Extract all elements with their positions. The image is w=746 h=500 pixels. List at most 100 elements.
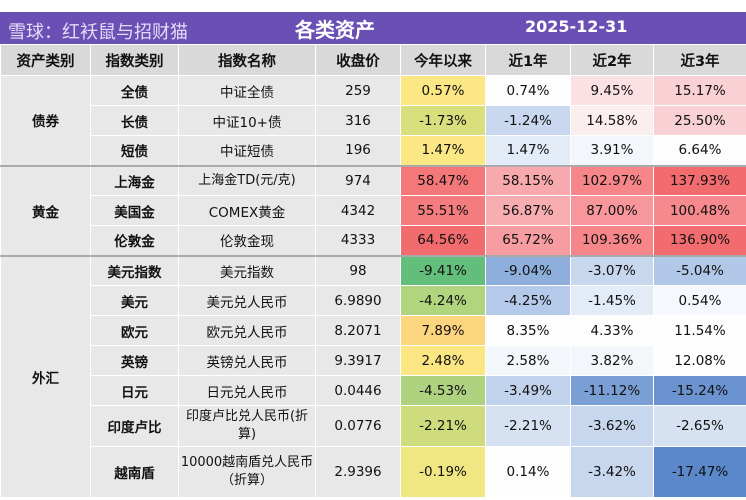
return-cell: 136.90% <box>653 225 746 256</box>
table-row: 债券 全债 中证全债 259 0.57% 0.74% 9.45% 15.17% <box>0 75 746 166</box>
index-type: 越南盾 <box>90 446 179 498</box>
return-cell: 109.36% <box>570 225 654 256</box>
asset-category: 黄金 <box>0 164 91 256</box>
close-price: 4333 <box>315 225 401 256</box>
return-cell: 14.58% <box>570 105 654 136</box>
return-cell: 3.82% <box>570 345 654 376</box>
index-name: 美元指数 <box>178 254 316 286</box>
close-price: 98 <box>315 254 401 286</box>
close-price: 8.2071 <box>315 315 401 346</box>
return-cell: 7.89% <box>400 315 486 346</box>
column-header: 今年以来 <box>400 44 486 76</box>
top-strip <box>0 0 746 12</box>
index-type: 伦敦金 <box>90 225 179 256</box>
asset-table: 资产类别 指数类别 指数名称 收盘价 今年以来 近1年 近2年 近3年 债券 全债 中证全债 259… <box>0 44 746 498</box>
index-name: 美元兑人民币 <box>178 285 316 316</box>
column-header: 指数类别 <box>90 44 179 76</box>
close-price: 4342 <box>315 195 401 226</box>
return-cell: 0.57% <box>400 75 486 106</box>
page-title: 各类资产 <box>295 18 375 42</box>
return-cell: -1.73% <box>400 105 486 136</box>
table-row: 美元 美元兑人民币 6.9890 -4.24% -4.25% -1.45% 0.54% <box>1 285 746 316</box>
return-cell: 3.91% <box>570 135 654 166</box>
index-type: 英镑 <box>90 345 179 376</box>
return-cell: -2.21% <box>400 405 486 447</box>
return-cell: -1.24% <box>485 105 571 136</box>
return-cell: -15.24% <box>653 375 746 406</box>
return-cell: 9.45% <box>570 75 654 106</box>
return-cell: 12.08% <box>653 345 746 376</box>
return-cell: 2.58% <box>485 345 571 376</box>
column-header: 近3年 <box>653 44 746 76</box>
return-cell: -3.42% <box>570 446 654 498</box>
asset-category: 外汇 <box>0 254 91 498</box>
return-cell: -2.21% <box>485 405 571 447</box>
table-row: 短债 中证短债 196 1.47% 1.47% 3.91% 6.64% <box>1 135 746 166</box>
return-cell: 1.47% <box>485 135 571 166</box>
return-cell: 4.33% <box>570 315 654 346</box>
index-name: 欧元兑人民币 <box>178 315 316 346</box>
return-cell: 11.54% <box>653 315 746 346</box>
close-price: 0.0446 <box>315 375 401 406</box>
index-type: 上海金 <box>90 164 179 196</box>
return-cell: -3.49% <box>485 375 571 406</box>
watermark: 雪球：红袄鼠与招财猫 <box>8 22 188 43</box>
return-cell: -4.53% <box>400 375 486 406</box>
index-type: 美元 <box>90 285 179 316</box>
index-name: 10000越南盾兑人民币（折算） <box>178 446 316 498</box>
return-cell: 56.87% <box>485 195 571 226</box>
return-cell: -0.19% <box>400 446 486 498</box>
return-cell: -9.41% <box>400 254 486 286</box>
column-header: 近1年 <box>485 44 571 76</box>
table-row: 印度卢比 印度卢比兑人民币(折算) 0.0776 -2.21% -2.21% -3.62%… <box>1 405 746 447</box>
close-price: 2.9396 <box>315 446 401 498</box>
return-cell: 6.64% <box>653 135 746 166</box>
index-type: 短债 <box>90 135 179 166</box>
return-cell: -5.04% <box>653 254 746 286</box>
close-price: 196 <box>315 135 401 166</box>
return-cell: -11.12% <box>570 375 654 406</box>
return-cell: -3.62% <box>570 405 654 447</box>
return-cell: 137.93% <box>653 164 746 196</box>
index-name: 中证10+债 <box>178 105 316 136</box>
index-name: 伦敦金现 <box>178 225 316 256</box>
close-price: 0.0776 <box>315 405 401 447</box>
table-row: 长债 中证10+债 316 -1.73% -1.24% 14.58% 25.50% <box>1 105 746 136</box>
column-header: 近2年 <box>570 44 654 76</box>
column-header: 资产类别 <box>0 44 91 76</box>
index-name: 上海金TD(元/克) <box>178 164 316 196</box>
close-price: 259 <box>315 75 401 106</box>
index-name: 印度卢比兑人民币(折算) <box>178 405 316 447</box>
index-type: 印度卢比 <box>90 405 179 447</box>
return-cell: 102.97% <box>570 164 654 196</box>
column-header: 指数名称 <box>178 44 316 76</box>
index-name: COMEX黄金 <box>178 195 316 226</box>
return-cell: 15.17% <box>653 75 746 106</box>
return-cell: -2.65% <box>653 405 746 447</box>
index-type: 全债 <box>90 75 179 106</box>
return-cell: 2.48% <box>400 345 486 376</box>
return-cell: 8.35% <box>485 315 571 346</box>
table-row: 越南盾 10000越南盾兑人民币（折算） 2.9396 -0.19% 0.14% -3.4… <box>1 446 746 498</box>
index-type: 欧元 <box>90 315 179 346</box>
return-cell: -3.07% <box>570 254 654 286</box>
index-name: 英镑兑人民币 <box>178 345 316 376</box>
close-price: 9.3917 <box>315 345 401 376</box>
return-cell: 1.47% <box>400 135 486 166</box>
index-name: 中证全债 <box>178 75 316 106</box>
table-row: 伦敦金 伦敦金现 4333 64.56% 65.72% 109.36% 136.90% <box>1 225 746 256</box>
header-row: 资产类别 指数类别 指数名称 收盘价 今年以来 近1年 近2年 近3年 <box>0 44 746 76</box>
return-cell: 0.14% <box>485 446 571 498</box>
table-row: 美国金 COMEX黄金 4342 55.51% 56.87% 87.00% 100.48% <box>1 195 746 226</box>
return-cell: 0.74% <box>485 75 571 106</box>
return-cell: 0.54% <box>653 285 746 316</box>
return-cell: -1.45% <box>570 285 654 316</box>
return-cell: 100.48% <box>653 195 746 226</box>
index-name: 中证短债 <box>178 135 316 166</box>
return-cell: 55.51% <box>400 195 486 226</box>
table-row: 日元 日元兑人民币 0.0446 -4.53% -3.49% -11.12% -15.24% <box>1 375 746 406</box>
close-price: 974 <box>315 164 401 196</box>
table-row: 英镑 英镑兑人民币 9.3917 2.48% 2.58% 3.82% 12.08% <box>1 345 746 376</box>
title-bar: 雪球：红袄鼠与招财猫 各类资产 2025-12-31 <box>0 12 746 44</box>
index-name: 日元兑人民币 <box>178 375 316 406</box>
